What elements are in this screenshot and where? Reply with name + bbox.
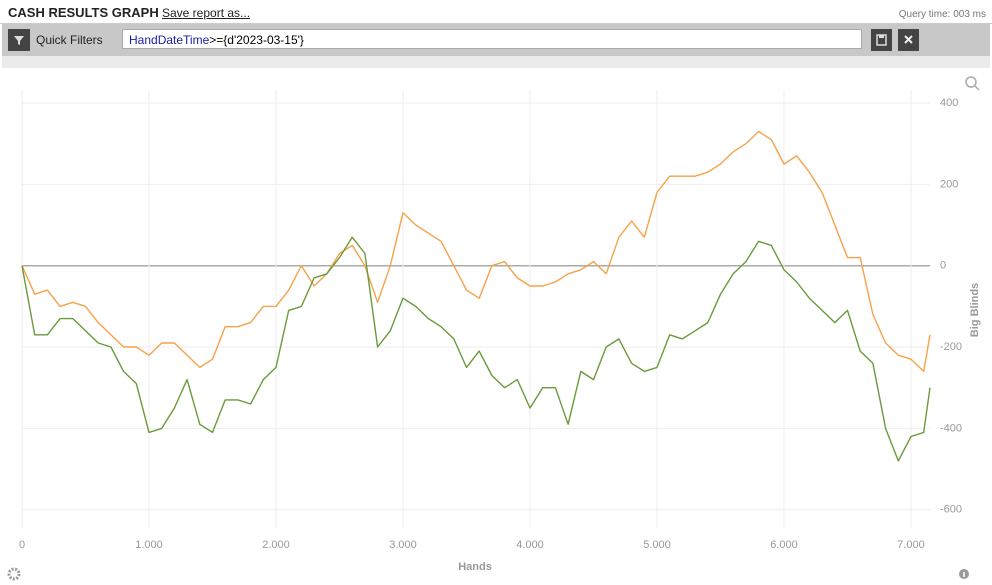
x-tick-label: 5.000 <box>643 539 671 551</box>
save-link[interactable]: Save report as... <box>162 6 251 20</box>
query-time: Query time: 003 ms <box>898 9 986 20</box>
separator <box>2 56 990 68</box>
x-tick-label: 3.000 <box>389 539 417 551</box>
y-axis-title: Big Blinds <box>969 283 981 337</box>
filter-icon[interactable] <box>8 29 30 51</box>
filter-bar: Quick Filters HandDateTime>={d'2023-03-1… <box>2 24 990 56</box>
x-tick-label: 6.000 <box>770 539 798 551</box>
y-tick-label: 200 <box>940 178 958 190</box>
plot: 400 200 0 -200 -400 -600 0 1.000 2.000 3.000 4.000… <box>19 90 962 551</box>
filter-expression: >={d'2023-03-15'} <box>209 33 304 47</box>
filter-input[interactable]: HandDateTime>={d'2023-03-15'} <box>122 29 862 49</box>
x-axis-title: Hands <box>458 561 492 573</box>
zoom-icon[interactable] <box>965 76 980 91</box>
header: CASH RESULTS GRAPH Save report as... Que… <box>0 0 992 24</box>
x-tick-label: 0 <box>19 539 25 551</box>
x-tick-label: 7.000 <box>897 539 925 551</box>
filter-field: HandDateTime <box>129 33 210 47</box>
x-tick-label: 1.000 <box>135 539 163 551</box>
y-tick-label: 0 <box>940 260 946 272</box>
series-line <box>21 130 931 373</box>
report-title: CASH RESULTS GRAPH <box>8 5 159 20</box>
y-tick-label: -200 <box>940 341 962 353</box>
y-tick-label: -400 <box>940 422 962 434</box>
info-icon[interactable] <box>959 569 969 579</box>
x-tick-label: 2.000 <box>262 539 290 551</box>
filter-label: Quick Filters <box>36 33 103 47</box>
clear-button[interactable] <box>898 29 919 51</box>
save-button[interactable] <box>871 29 892 51</box>
y-tick-label: 400 <box>940 97 958 109</box>
y-tick-label: -600 <box>940 504 962 516</box>
series-line <box>21 236 931 462</box>
x-tick-label: 4.000 <box>516 539 544 551</box>
settings-icon[interactable] <box>7 567 21 581</box>
